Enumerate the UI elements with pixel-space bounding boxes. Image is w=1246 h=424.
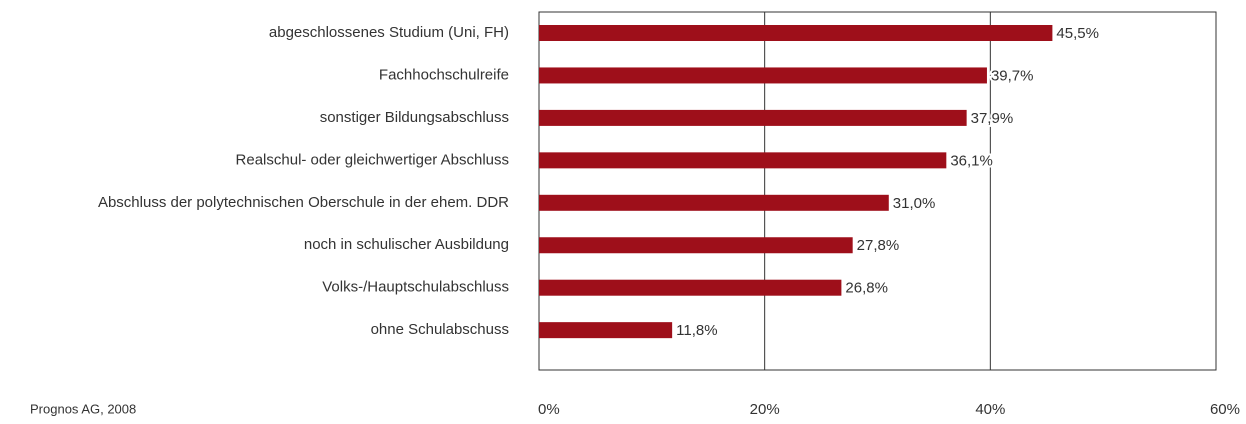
value-label: 31,0% xyxy=(893,195,936,212)
value-label: 39,7% xyxy=(991,67,1034,84)
value-label: 11,8% xyxy=(676,322,717,339)
source: Prognos AG, 2008 xyxy=(30,401,136,416)
y-tick-label: sonstiger Bildungsabschluss xyxy=(320,109,509,126)
value-label: 45,5% xyxy=(1056,25,1099,42)
value-label: 37,9% xyxy=(971,110,1014,127)
y-tick-label: abgeschlossenes Studium (Uni, FH) xyxy=(269,24,509,41)
plot-frame xyxy=(538,11,1217,371)
bar xyxy=(539,109,967,126)
bar xyxy=(539,67,987,84)
x-tick-label: 40% xyxy=(975,401,1005,418)
y-tick-label: noch in schulischer Ausbildung xyxy=(304,236,509,253)
x-tick-label: 20% xyxy=(750,401,780,418)
value-label: 26,8% xyxy=(845,280,888,297)
x-tick-label: 60% xyxy=(1210,401,1240,418)
y-tick-label: Volks-/Hauptschulabschluss xyxy=(322,279,509,296)
bar xyxy=(539,322,673,339)
value-label: 36,1% xyxy=(950,152,993,169)
y-tick-label: ohne Schulabschuss xyxy=(371,321,509,338)
y-tick-label: Realschul- oder gleichwertiger Abschluss xyxy=(236,151,509,168)
bar xyxy=(539,279,842,296)
bar xyxy=(539,25,1053,41)
y-tick-label: Fachhochschulreife xyxy=(379,66,509,83)
x-tick-label: 0% xyxy=(538,401,560,418)
bar xyxy=(539,194,889,211)
bar xyxy=(539,152,947,169)
bar xyxy=(539,237,853,254)
value-label: 27,8% xyxy=(857,237,900,254)
y-tick-label: Abschluss der polytechnischen Oberschule… xyxy=(98,194,509,211)
